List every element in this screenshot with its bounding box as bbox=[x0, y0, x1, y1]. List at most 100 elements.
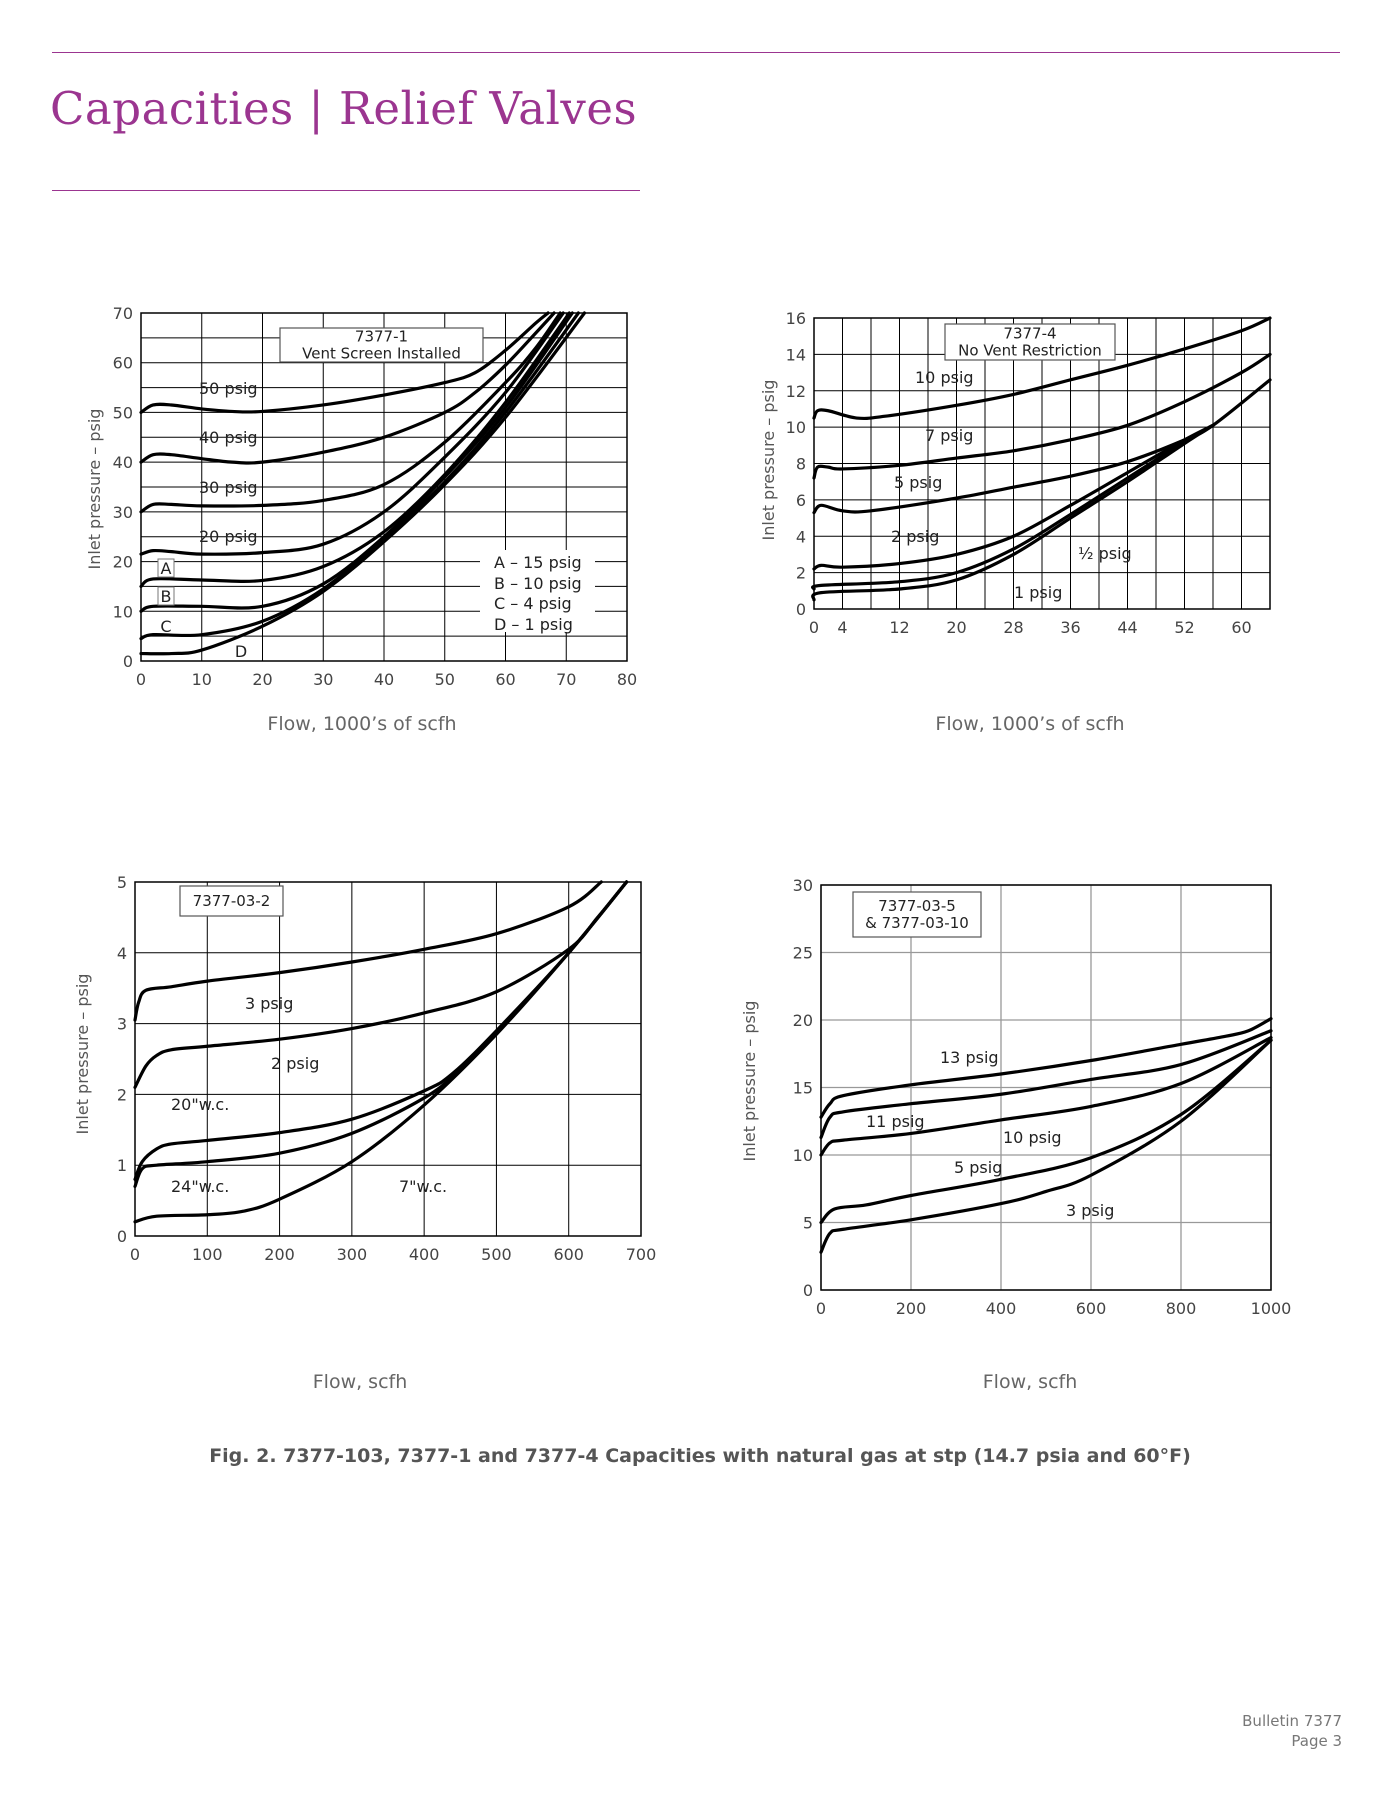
series-line bbox=[812, 352, 1272, 480]
y-tick-label: 15 bbox=[793, 1079, 813, 1098]
x-tick-label: 0 bbox=[130, 1245, 140, 1264]
title-underline bbox=[52, 190, 640, 191]
series-label: 3 psig bbox=[245, 994, 293, 1013]
series-line bbox=[133, 880, 629, 1089]
chart-1: 0 10 20 30 40 50 60 70 80 0 10 20 30 40 50 60 70 Flow, 10… bbox=[85, 304, 637, 735]
series-line bbox=[133, 880, 629, 1224]
chart-title: 7377-1 bbox=[355, 328, 408, 346]
series-line bbox=[812, 423, 1215, 571]
legend-entry: B – 10 psig bbox=[494, 574, 582, 593]
series-label: 5 psig bbox=[954, 1158, 1002, 1177]
series-label: 2 psig bbox=[271, 1054, 319, 1073]
x-tick-label: 30 bbox=[313, 670, 333, 689]
x-tick-label: 40 bbox=[374, 670, 394, 689]
x-tick-label: 600 bbox=[1076, 1299, 1107, 1318]
y-tick-label: 0 bbox=[123, 652, 133, 671]
y-tick-label: 12 bbox=[786, 382, 806, 401]
chart-title-box bbox=[852, 891, 982, 938]
chart-title: Vent Screen Installed bbox=[302, 345, 461, 363]
series-label: 11 psig bbox=[866, 1112, 925, 1131]
series-line bbox=[139, 311, 556, 465]
series-label: 3 psig bbox=[1066, 1201, 1114, 1220]
x-tick-label: 800 bbox=[1166, 1299, 1197, 1318]
x-tick-label: 70 bbox=[556, 670, 576, 689]
series-label-box bbox=[157, 586, 175, 606]
x-tick-label: 500 bbox=[481, 1245, 512, 1264]
series-label: D bbox=[235, 642, 247, 661]
series-label: A bbox=[161, 559, 172, 578]
chart-title: 7377-03-5 bbox=[878, 897, 956, 915]
series-line bbox=[139, 311, 565, 556]
series-label: 20 psig bbox=[199, 527, 258, 546]
series-line bbox=[811, 423, 1215, 602]
y-axis-label: Inlet pressure – psig bbox=[740, 1001, 759, 1162]
series-label: 30 psig bbox=[199, 478, 258, 497]
chart-3: 0 100 200 300 400 500 600 700 0 1 2 3 4 5 Flow, scfh In… bbox=[73, 873, 656, 1393]
series-label: B bbox=[161, 587, 172, 606]
x-tick-label: 400 bbox=[409, 1245, 440, 1264]
series-label: C bbox=[160, 617, 171, 636]
series-line bbox=[133, 880, 629, 1181]
y-tick-label: 10 bbox=[113, 602, 133, 621]
x-tick-label: 200 bbox=[896, 1299, 927, 1318]
x-axis-label: Flow, 1000’s of scfh bbox=[267, 713, 456, 735]
series-line bbox=[819, 1029, 1273, 1140]
x-tick-label: 100 bbox=[192, 1245, 223, 1264]
plot-frame bbox=[134, 881, 642, 1237]
x-tick-label: 10 bbox=[192, 670, 212, 689]
x-tick-label: 28 bbox=[1003, 618, 1023, 637]
y-tick-label: 5 bbox=[117, 873, 127, 892]
footer-bulletin: Bulletin 7377 bbox=[1242, 1712, 1342, 1730]
y-tick-label: 6 bbox=[796, 491, 806, 510]
x-tick-label: 0 bbox=[816, 1299, 826, 1318]
chart-title-box bbox=[944, 323, 1116, 361]
y-tick-label: 0 bbox=[796, 600, 806, 619]
series-label: ½ psig bbox=[1078, 544, 1132, 563]
legend-entry: C – 4 psig bbox=[494, 594, 572, 613]
x-tick-label: 700 bbox=[626, 1245, 657, 1264]
y-tick-label: 0 bbox=[117, 1227, 127, 1246]
y-axis-label: Inlet pressure – psig bbox=[73, 974, 92, 1135]
chart-title: No Vent Restriction bbox=[958, 342, 1102, 360]
series-label: 50 psig bbox=[199, 379, 258, 398]
series-line bbox=[139, 311, 550, 415]
series-label: 20"w.c. bbox=[171, 1095, 229, 1114]
y-tick-label: 16 bbox=[786, 309, 806, 328]
x-tick-label: 1000 bbox=[1251, 1299, 1292, 1318]
y-tick-label: 3 bbox=[117, 1015, 127, 1034]
y-tick-label: 60 bbox=[113, 354, 133, 373]
x-tick-label: 0 bbox=[136, 670, 146, 689]
y-tick-label: 4 bbox=[796, 527, 806, 546]
series-label: 1 psig bbox=[1014, 583, 1062, 602]
series-line bbox=[139, 311, 587, 656]
series-label: 40 psig bbox=[199, 428, 258, 447]
y-tick-label: 2 bbox=[796, 564, 806, 583]
y-tick-label: 2 bbox=[117, 1085, 127, 1104]
series-label: 7 psig bbox=[925, 426, 973, 445]
y-tick-label: 20 bbox=[113, 553, 133, 572]
y-tick-label: 0 bbox=[803, 1281, 813, 1300]
y-tick-label: 8 bbox=[796, 455, 806, 474]
x-tick-label: 4 bbox=[837, 618, 847, 637]
x-tick-label: 60 bbox=[495, 670, 515, 689]
page-title: Capacities | Relief Valves bbox=[50, 82, 638, 135]
y-axis-label: Inlet pressure – psig bbox=[759, 380, 778, 541]
plot-frame bbox=[813, 317, 1271, 610]
x-tick-label: 200 bbox=[264, 1245, 295, 1264]
y-tick-label: 40 bbox=[113, 453, 133, 472]
series-line bbox=[133, 880, 603, 1022]
plot-frame bbox=[140, 312, 628, 662]
series-label: 24"w.c. bbox=[171, 1177, 229, 1196]
y-tick-label: 10 bbox=[793, 1146, 813, 1165]
y-tick-label: 5 bbox=[803, 1214, 813, 1233]
series-line bbox=[812, 316, 1272, 421]
chart-title: 7377-4 bbox=[1003, 325, 1056, 343]
series-label-box bbox=[157, 558, 175, 578]
figure-caption: Fig. 2. 7377-103, 7377-1 and 7377-4 Capa… bbox=[209, 1445, 1191, 1467]
y-tick-label: 30 bbox=[113, 503, 133, 522]
x-tick-label: 36 bbox=[1060, 618, 1080, 637]
series-line bbox=[139, 311, 562, 514]
x-axis-label: Flow, 1000’s of scfh bbox=[935, 713, 1124, 735]
